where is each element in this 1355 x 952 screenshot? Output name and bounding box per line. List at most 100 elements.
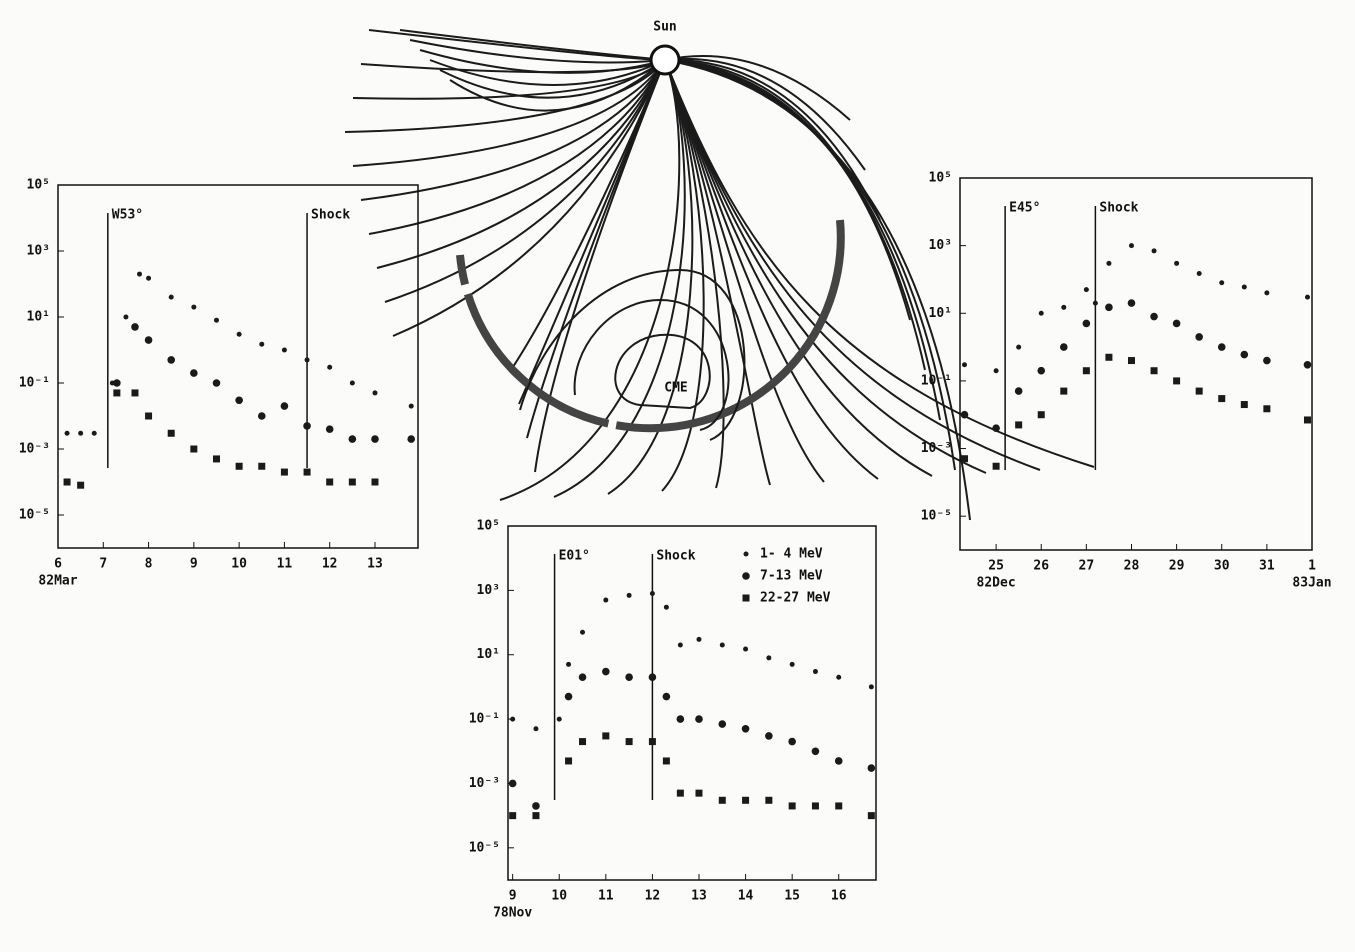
data-point [741,724,750,733]
data-point [146,275,152,281]
data-point [236,331,242,337]
field-line [664,59,725,489]
field-line [392,59,666,337]
data-point [348,478,356,486]
data-point [1172,319,1181,328]
data-point [1128,243,1134,249]
data-point [695,715,703,723]
data-point [213,317,219,323]
data-point [137,271,143,277]
data-point [811,802,819,810]
data-point [961,455,969,463]
x-tick-label: 13 [691,889,707,904]
field-line [449,59,666,112]
y-tick-label: 10⁵ [929,171,952,186]
data-point [1127,357,1135,365]
data-point [212,379,221,387]
data-point [407,435,416,443]
data-point [1150,312,1158,321]
data-point [648,738,656,746]
data-point [1060,387,1068,395]
data-point [602,732,610,740]
y-tick-label: 10⁻⁵ [469,840,500,855]
x-tick-label: 1 [1308,559,1316,574]
y-tick-label: 10¹ [27,310,50,325]
y-tick-label: 10³ [477,583,500,598]
data-point [235,396,243,405]
field-line [376,59,666,269]
data-point [280,402,289,410]
data-point [677,642,683,648]
data-point [1092,300,1098,306]
data-point [191,304,197,310]
data-point [64,430,70,436]
field-diagram: Sun CME [344,20,1095,521]
data-point [348,435,357,443]
data-point [566,661,572,667]
shock-front [456,219,845,433]
data-point [281,347,287,353]
x-tick-label: 10 [231,557,247,572]
x-date-label: 82Mar [38,574,77,589]
cme-label: CME [664,381,687,396]
field-line [664,59,971,521]
data-point [742,572,750,580]
data-point [131,323,139,331]
data-point [235,462,243,470]
data-point [556,716,562,722]
data-point [742,796,750,804]
data-point [1196,270,1202,276]
field-line [661,59,705,492]
y-tick-label: 10⁻¹ [469,712,500,727]
data-point [1303,360,1312,369]
data-point [303,468,311,476]
data-point [766,655,772,661]
data-point [304,357,310,363]
data-point [743,646,749,652]
x-tick-label: 11 [598,889,614,904]
data-point [1304,294,1310,300]
data-point [649,590,655,596]
field-line [664,59,956,471]
data-point [408,403,414,409]
data-point [676,789,684,797]
data-point [280,468,288,476]
field-line [607,59,694,495]
y-tick-label: 10⁵ [477,519,500,534]
plot-frame [959,177,1313,551]
event-label: E45° [1009,201,1040,216]
data-point [625,738,633,746]
x-tick-label: 26 [1033,559,1049,574]
data-point [131,389,139,397]
data-point [1263,356,1271,365]
data-point [696,636,702,642]
x-tick-label: 30 [1214,559,1230,574]
data-point [533,726,539,732]
data-point [1105,353,1113,361]
data-point [91,430,97,436]
data-point [765,796,773,804]
data-point [602,667,610,676]
cme-loop [614,333,711,410]
data-point [123,314,129,320]
data-point [960,410,969,419]
data-point [1037,411,1045,419]
x-tick-label: 12 [322,557,338,572]
data-point [1015,421,1023,429]
chart: 10⁵ 10³ 10¹ 10⁻¹ 10⁻³ 10⁻⁵ 25 26 27 28 29 30 31 1 82De… [921,171,1332,591]
x-tick-label: 9 [190,557,198,572]
data-point [1059,343,1068,351]
x-tick-label: 16 [831,889,847,904]
data-point [190,445,198,453]
x-tick-label: 28 [1124,559,1140,574]
data-point [325,425,334,433]
data-point [1217,343,1226,351]
data-point [743,551,749,557]
data-point [145,412,153,420]
data-point [868,684,874,690]
data-point [836,674,842,680]
data-point [765,732,773,740]
chart: 10⁵ 10³ 10¹ 10⁻¹ 10⁻³ 10⁻⁵ 9 10 11 12 13 14 15 16 78No… [469,519,877,921]
field-line [429,59,666,86]
y-tick-label: 10¹ [477,647,500,662]
